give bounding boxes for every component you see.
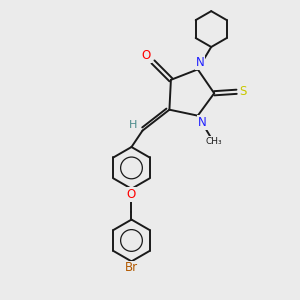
Text: S: S [239, 85, 246, 98]
Text: N: N [196, 56, 205, 69]
Text: O: O [142, 50, 151, 62]
Text: CH₃: CH₃ [205, 136, 222, 146]
Text: N: N [198, 116, 207, 129]
Text: Br: Br [125, 262, 138, 275]
Text: O: O [127, 188, 136, 201]
Text: H: H [129, 120, 137, 130]
